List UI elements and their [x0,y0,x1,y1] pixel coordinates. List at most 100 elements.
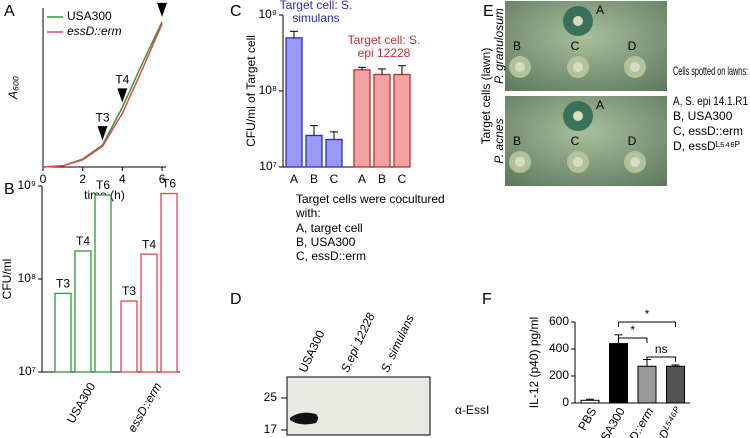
plates-legend-item: D, essDᴸ⁵⁴⁶ᴾ [673,139,740,153]
annotation-label: T3 [96,110,110,124]
bar [666,365,685,404]
lane-label: S.epi 12228 [338,310,378,374]
spot [515,62,525,72]
antibody-label: α-EssI [455,403,489,417]
x-tick-label: C [330,172,339,186]
spot [573,111,583,121]
significance-label: * [630,323,635,337]
lane-label: S. simulans [378,312,417,374]
y-tick-label: 0 [562,395,569,409]
bar [160,192,178,373]
x-tick-label: USA300 [593,405,628,438]
panel-letter: D [230,291,242,308]
x-tick-label: A [290,172,298,186]
bar-label: T4 [76,234,90,248]
x-tick-label: 2 [79,172,86,186]
bar [140,253,158,373]
y-tick-label: 10⁸ [18,271,36,285]
plates-legend-item: B, USA300 [673,109,733,123]
x-tick-label: 4 [119,172,126,186]
spot-label: D [628,39,637,53]
blot-band [290,412,318,425]
spot [573,16,583,26]
x-tick-label: A [358,172,366,186]
spot-label: C [571,134,580,148]
bar [609,343,628,404]
x-tick-label: C [398,172,407,186]
significance-label: * [645,307,650,321]
bar [353,69,371,168]
x-tick-label: B [310,172,318,186]
spot-label: B [513,134,521,148]
bar [325,138,343,168]
y-tick-label: 10⁹ [259,7,278,21]
y-axis-label: CFU/ml [0,259,14,300]
y-tick-label: 10⁷ [259,159,277,173]
panel-letter: A [4,3,15,20]
y-axis-label: CFU/ml of Target cell [244,35,258,147]
annotation-arrow [97,126,108,141]
plates-legend-item: C, essD::erm [673,124,743,138]
spot-label: C [571,39,580,53]
spot-label: A [596,3,604,17]
y-tick-label: 600 [549,314,569,328]
spot [630,157,640,167]
lawn-label: P. granulosum [492,8,506,84]
bar [285,37,303,168]
panel-letter: C [230,3,242,20]
bar [373,73,391,168]
plates-legend-title: Cells spotted on lawns: [673,64,748,78]
bar [54,292,72,373]
spot-label: D [628,134,637,148]
bar-label: T6 [96,178,110,192]
x-tick-label: PBS [575,405,599,433]
y-tick-label: 10⁸ [259,83,277,97]
bar-label: T4 [142,237,156,251]
bar-label: T3 [56,277,70,291]
bar-label: T6 [162,177,176,191]
y-axis-label: A₆₀₀ [6,76,20,100]
lawn-label: P. acnes [492,118,506,163]
panel-letter: E [483,3,494,20]
spot-label: A [596,98,604,112]
bar-label: T3 [122,284,136,298]
bar [393,73,411,168]
spot-label: B [513,39,521,53]
series-label: Target cell: S. simulans [279,0,353,26]
y-axis-label: IL-12 (p40) pg/ml [527,317,541,408]
spot [573,157,583,167]
panel-letter: F [482,291,492,308]
legend-label: essD::erm [67,24,122,38]
y-tick-label: 200 [549,368,569,382]
footnote-item: B, USA300 [296,235,356,249]
spot [630,62,640,72]
marker-label: 17 [264,422,278,436]
x-tick-label: B [378,172,386,186]
footnote-item: C, essD::erm [296,249,367,263]
bar [120,300,138,373]
footnote-item: A, target cell [296,221,363,235]
annotation-arrow [157,2,168,17]
panel-letter: B [4,181,15,198]
series-label: Target cell: S. epi 12228 [347,32,421,60]
annotation-label: T4 [115,73,129,87]
lane-label: USA300 [296,328,328,375]
annotation-arrow [117,88,128,103]
significance-label: ns [655,342,668,356]
x-tick-label: 6 [159,172,166,186]
y-tick-label: 10⁹ [18,178,37,192]
legend-label: USA300 [67,9,112,23]
marker-label: 25 [264,390,278,404]
blot-membrane [286,376,431,436]
group-label: essD::erm [125,380,164,434]
bar [94,194,112,373]
significance-bracket [618,321,676,327]
plates-legend-item: A, S. epi 14.1.R1 [673,94,748,108]
spot [573,62,583,72]
bar [74,250,92,373]
x-tick-label: essDᴸ⁵⁴⁶ᴾ [647,404,686,438]
y-tick-label: 10⁷ [18,364,36,378]
side-label: Target cells (lawn) [479,48,493,145]
